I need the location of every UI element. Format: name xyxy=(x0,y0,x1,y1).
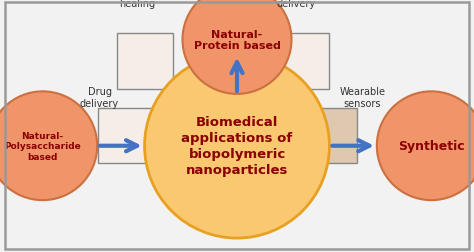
FancyBboxPatch shape xyxy=(301,109,357,164)
Ellipse shape xyxy=(0,92,97,200)
FancyBboxPatch shape xyxy=(273,34,329,89)
Text: Wearable
sensors: Wearable sensors xyxy=(339,87,386,108)
Text: Gene
delivery: Gene delivery xyxy=(277,0,316,9)
Ellipse shape xyxy=(182,0,292,94)
Text: Natural-
Polysaccharide
based: Natural- Polysaccharide based xyxy=(4,131,81,161)
Text: Wound
healing: Wound healing xyxy=(119,0,155,9)
Ellipse shape xyxy=(145,54,329,238)
FancyBboxPatch shape xyxy=(98,109,154,164)
Text: Synthetic: Synthetic xyxy=(398,140,465,153)
Text: Natural-
Protein based: Natural- Protein based xyxy=(193,29,281,51)
Text: Drug
delivery: Drug delivery xyxy=(80,87,119,108)
Ellipse shape xyxy=(377,92,474,200)
FancyBboxPatch shape xyxy=(117,34,173,89)
Text: Biomedical
applications of
biopolymeric
nanoparticles: Biomedical applications of biopolymeric … xyxy=(182,116,292,177)
